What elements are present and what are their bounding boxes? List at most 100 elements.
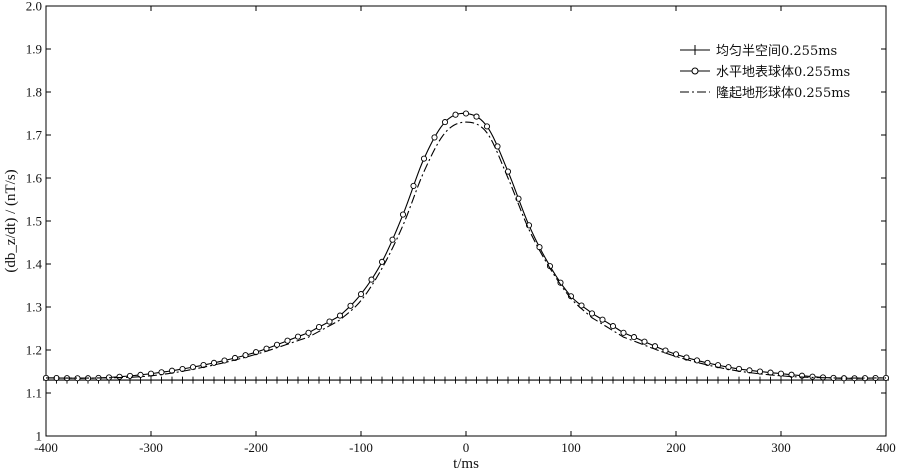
data-point bbox=[609, 323, 617, 330]
data-point bbox=[620, 376, 627, 384]
data-point bbox=[441, 119, 449, 126]
legend-marker bbox=[691, 45, 699, 55]
x-tick-label: -200 bbox=[244, 440, 268, 455]
x-tick-label: -100 bbox=[349, 440, 373, 455]
data-point bbox=[368, 376, 375, 384]
data-point bbox=[736, 376, 742, 384]
data-point bbox=[778, 376, 784, 384]
data-point bbox=[200, 376, 207, 384]
y-tick-label: 2.0 bbox=[26, 0, 42, 14]
data-point bbox=[809, 373, 816, 380]
data-point bbox=[126, 372, 134, 379]
data-point bbox=[715, 376, 721, 384]
data-point bbox=[315, 324, 323, 331]
data-point bbox=[431, 134, 438, 141]
data-point bbox=[158, 376, 165, 384]
data-point bbox=[389, 376, 396, 384]
data-point bbox=[662, 347, 669, 354]
y-tick-label: 1.6 bbox=[26, 171, 43, 186]
data-point bbox=[694, 376, 700, 384]
data-point bbox=[169, 376, 175, 384]
data-point bbox=[505, 376, 511, 384]
data-point bbox=[599, 316, 606, 323]
data-point bbox=[662, 376, 669, 384]
data-point bbox=[631, 376, 637, 384]
y-tick-label: 1.4 bbox=[26, 257, 43, 272]
y-tick-label: 1.7 bbox=[26, 128, 43, 143]
data-point bbox=[295, 376, 301, 384]
legend: 均匀半空间0.255ms 水平地表球体0.255ms 隆起地形球体0.255ms bbox=[680, 44, 850, 101]
x-axis-title: t/ms bbox=[453, 456, 479, 471]
legend-item: 水平地表球体0.255ms bbox=[680, 65, 850, 80]
data-point bbox=[442, 376, 448, 384]
data-point bbox=[179, 376, 186, 384]
series-3 bbox=[46, 121, 886, 379]
data-point bbox=[588, 310, 596, 317]
data-point bbox=[652, 376, 658, 384]
data-point bbox=[148, 376, 154, 384]
data-point bbox=[347, 302, 354, 309]
data-point bbox=[336, 312, 344, 319]
y-tick-label: 1.5 bbox=[26, 214, 42, 229]
data-point bbox=[641, 376, 648, 384]
y-axis-title: (db_z/dt) / (nT/s) bbox=[3, 169, 19, 272]
data-point bbox=[305, 376, 312, 384]
data-point bbox=[400, 376, 406, 384]
y-tick-label: 1.2 bbox=[26, 343, 42, 358]
data-point bbox=[116, 373, 123, 380]
data-point bbox=[610, 376, 616, 384]
data-point bbox=[326, 318, 333, 325]
data-point bbox=[452, 111, 459, 118]
legend-item: 隆起地形球体0.255ms bbox=[680, 86, 850, 101]
data-point bbox=[399, 211, 407, 218]
data-point bbox=[221, 376, 228, 384]
legend-marker bbox=[691, 67, 699, 75]
x-tick-label: 300 bbox=[771, 440, 791, 455]
y-tick-label: 1.1 bbox=[26, 386, 42, 401]
y-tick-label: 1.3 bbox=[26, 300, 42, 315]
series-line bbox=[46, 112, 886, 379]
axis-ticks: -400 -300 -200 -100 0 100 200 300 400 1 1.1 1.2 1.3 1… bbox=[26, 0, 896, 455]
data-point bbox=[273, 341, 281, 348]
data-point bbox=[242, 352, 249, 359]
data-point bbox=[620, 329, 627, 336]
data-point bbox=[358, 376, 364, 384]
data-point bbox=[211, 376, 217, 384]
data-point bbox=[284, 376, 291, 384]
data-point bbox=[326, 376, 333, 384]
data-point bbox=[494, 376, 501, 384]
legend-label: 隆起地形球体0.255ms bbox=[716, 86, 850, 101]
data-point bbox=[410, 182, 417, 189]
data-point bbox=[578, 376, 585, 384]
data-point bbox=[274, 376, 280, 384]
data-point bbox=[368, 276, 375, 283]
data-point bbox=[242, 376, 249, 384]
data-point bbox=[756, 368, 764, 375]
data-point bbox=[221, 357, 228, 364]
data-point bbox=[568, 376, 574, 384]
data-point bbox=[378, 258, 386, 265]
data-point bbox=[484, 376, 490, 384]
data-point bbox=[589, 376, 595, 384]
data-point bbox=[536, 244, 543, 251]
data-point bbox=[431, 376, 438, 384]
data-point bbox=[515, 376, 522, 384]
series-1 bbox=[43, 376, 889, 384]
data-point bbox=[189, 364, 197, 371]
x-tick-label: -400 bbox=[34, 440, 58, 455]
data-point bbox=[421, 376, 427, 384]
data-point bbox=[420, 155, 428, 162]
data-point bbox=[547, 376, 553, 384]
data-point bbox=[473, 113, 480, 120]
data-point bbox=[767, 376, 774, 384]
data-point bbox=[452, 376, 459, 384]
data-point bbox=[305, 329, 312, 336]
data-point bbox=[526, 376, 532, 384]
data-point bbox=[777, 370, 785, 377]
legend-item: 均匀半空间0.255ms bbox=[680, 44, 837, 59]
data-point bbox=[757, 376, 763, 384]
series-layer bbox=[42, 110, 890, 384]
data-point bbox=[746, 376, 753, 384]
data-point bbox=[294, 333, 302, 340]
